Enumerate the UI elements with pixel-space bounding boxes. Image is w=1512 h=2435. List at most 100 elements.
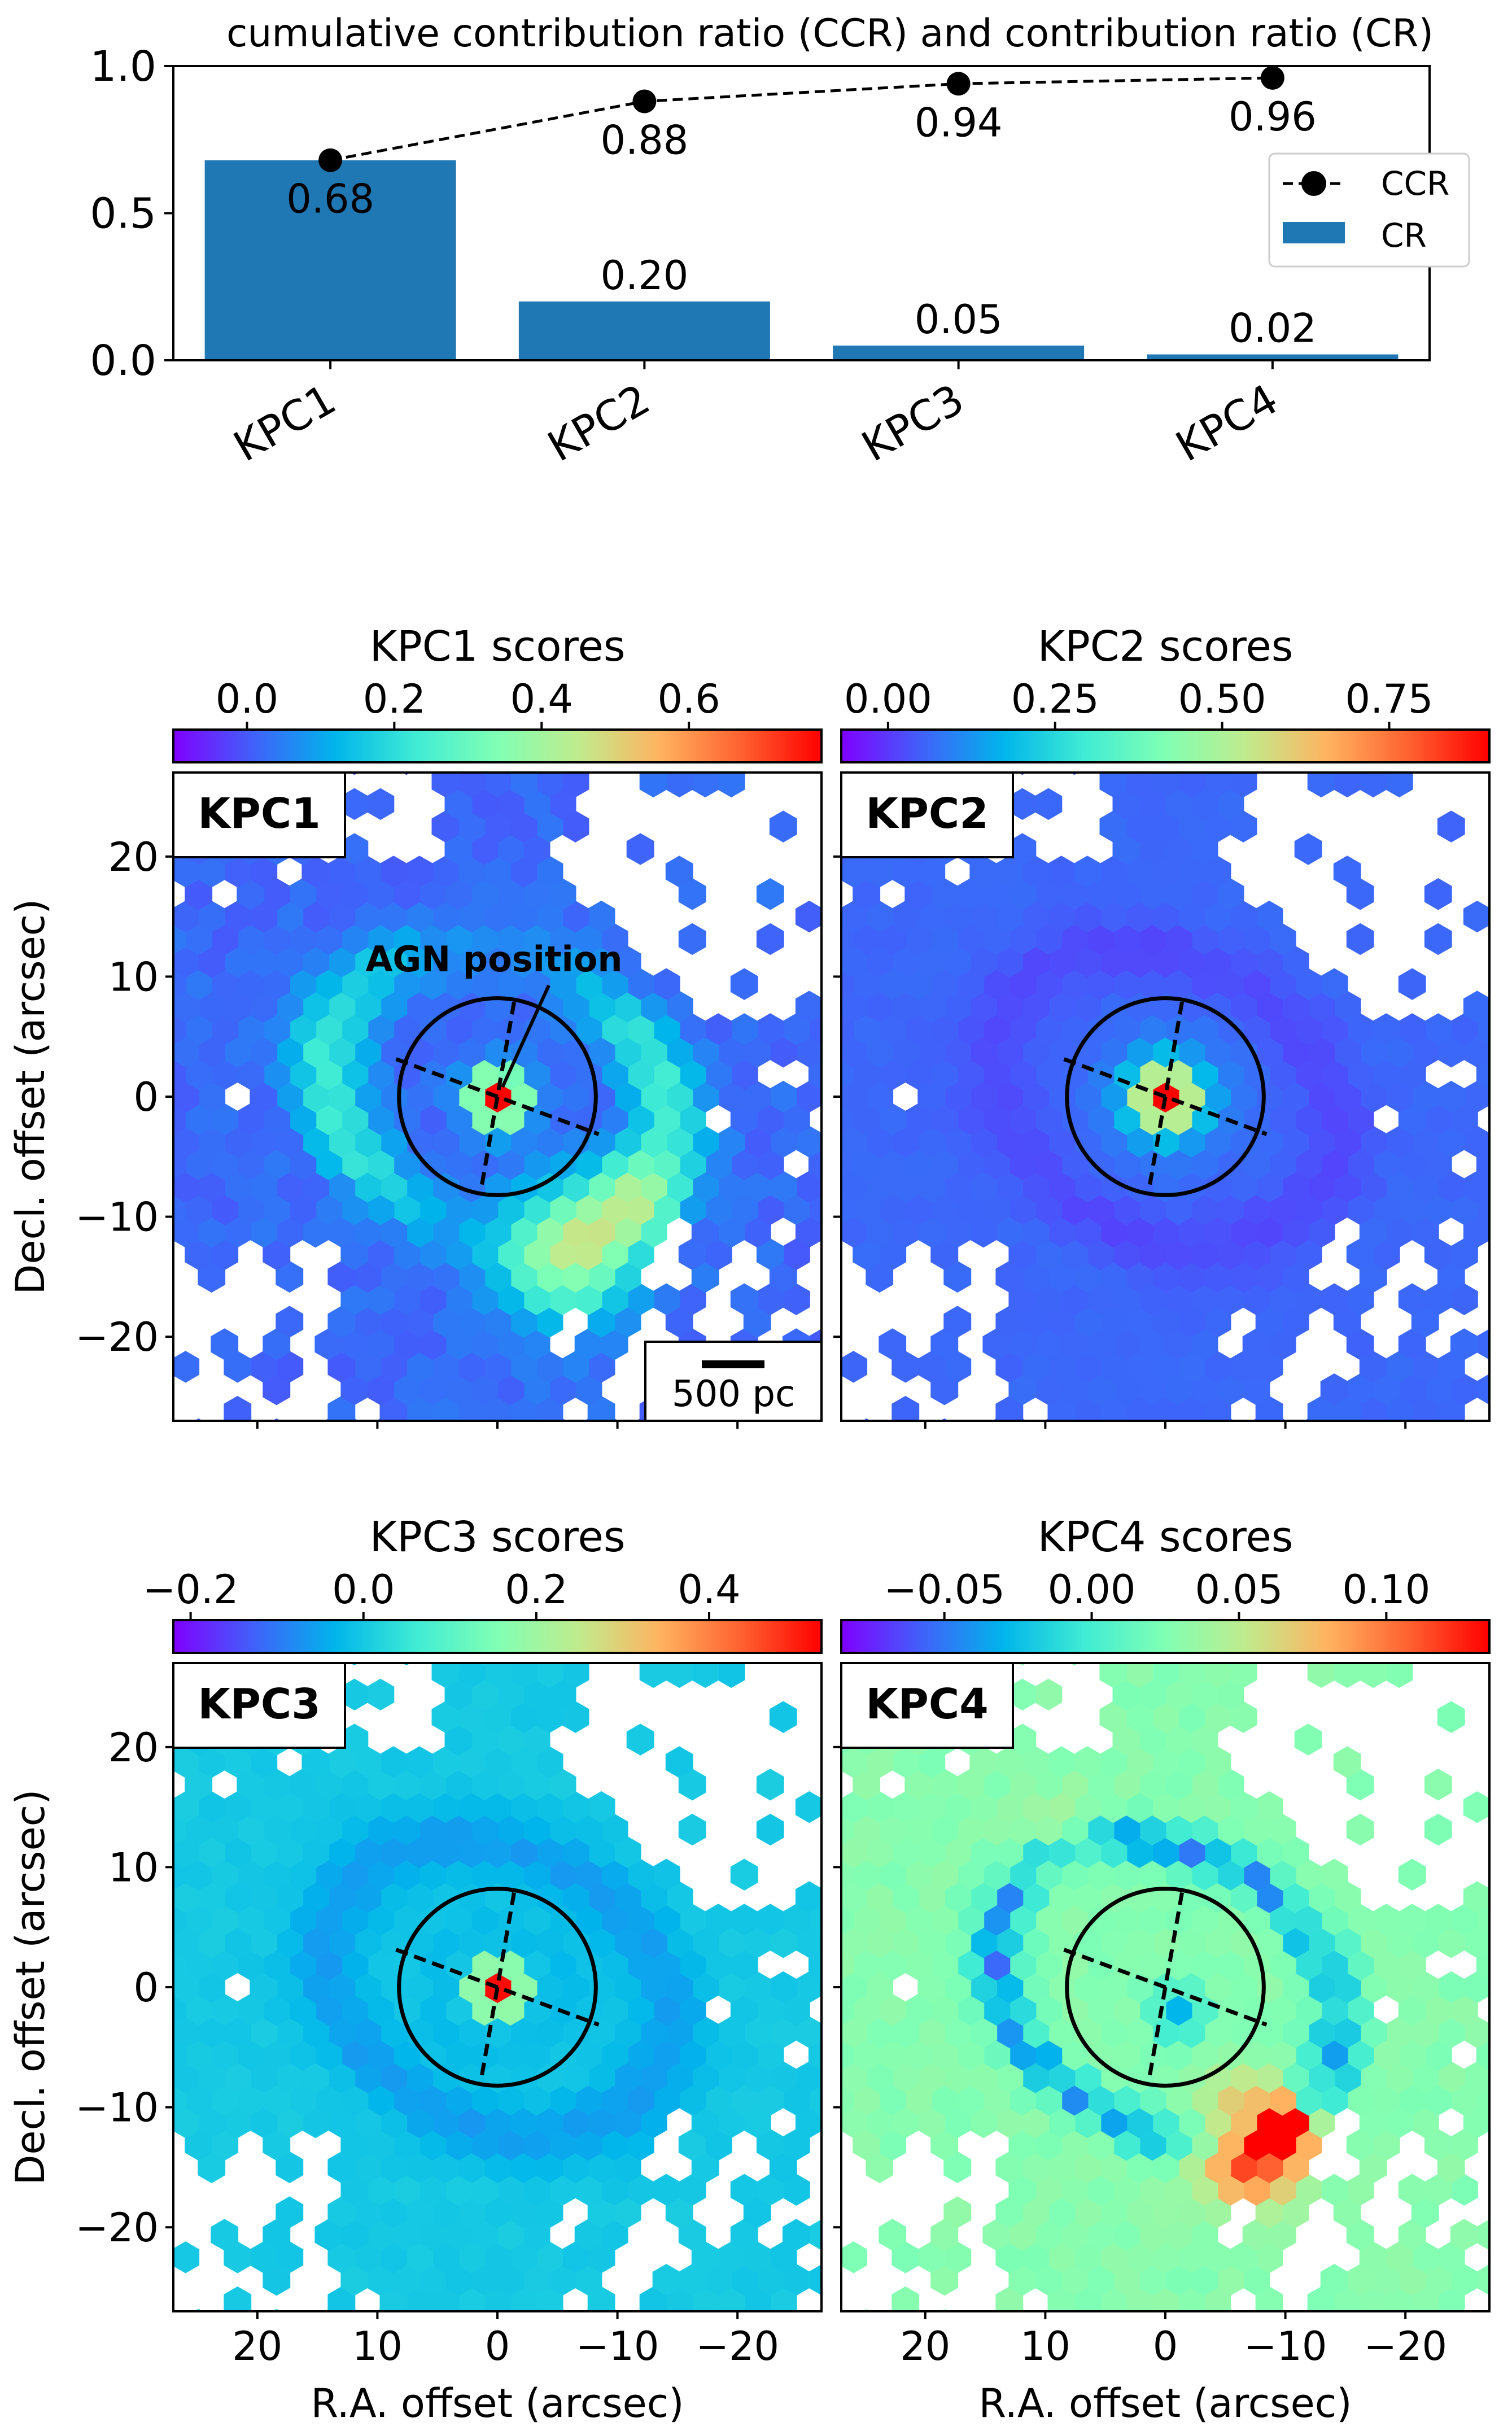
map-pixel (841, 1754, 842, 1770)
map-xtick-label: 0 (1153, 2323, 1178, 2369)
aperture-circle (1065, 996, 1266, 1197)
map-pixel (324, 1418, 333, 1421)
map-pixel (841, 1709, 842, 1725)
colorbar-tick-label: 0.10 (1342, 1566, 1430, 1613)
map-pixel (224, 1395, 252, 1421)
colorbar-kpc1 (172, 728, 823, 763)
map-xtick-label: −20 (1364, 2323, 1447, 2369)
colorbar-tick-label: 0.2 (363, 676, 426, 722)
map-pixel (428, 2309, 437, 2311)
map-pixel (1489, 1216, 1512, 1247)
map-pixel (665, 1746, 693, 1778)
map-pixel (1359, 773, 1387, 798)
map-pixel (1200, 2309, 1209, 2311)
map-pixel (366, 788, 395, 820)
map-ytick-label: −20 (75, 1314, 159, 1360)
map-pixel (402, 1418, 411, 1421)
map-pixel (454, 1418, 463, 1421)
map-pixel (1096, 2309, 1105, 2311)
map-pixel (1489, 2107, 1512, 2138)
map-pixel (1489, 1971, 1512, 2002)
map-pixel (841, 818, 842, 835)
map-pixel (1424, 1769, 1452, 1801)
map-pixel (276, 2196, 304, 2228)
map-pixel (1437, 1701, 1465, 1733)
map-pixel (1463, 1881, 1489, 1913)
map-pixel (1346, 1813, 1374, 1846)
map-pixel (795, 1881, 821, 1913)
minor-axis-line (1063, 1948, 1268, 2027)
legend-cr-label: CR (1381, 216, 1427, 255)
map-pixel (992, 1418, 1001, 1421)
ccr-label: 0.88 (600, 117, 688, 164)
map-pixel (782, 2219, 810, 2251)
map-ytick-label: 10 (108, 954, 159, 1000)
panel-kpc1: KPC1 scores 0.0 0.2 0.4 0.6 AGN position KP… (75, 622, 823, 1429)
map-pixel (879, 1328, 907, 1360)
map-pixel (1307, 773, 1335, 798)
map-pixel (626, 1723, 654, 1756)
colorbar-tick-label: 0.4 (510, 676, 573, 722)
aperture-circle (397, 1887, 598, 2088)
map-pixel (1034, 788, 1063, 820)
xlabel-left: R.A. offset (arcsec) (311, 2380, 684, 2427)
map-pixel (821, 2286, 849, 2318)
map-pixel (1489, 1306, 1512, 1337)
cr-bar-kpc1 (204, 160, 456, 360)
map-pixel (1398, 1858, 1426, 1891)
colorbar-title-kpc2: KPC2 scores (1038, 622, 1293, 671)
cr-bar-kpc4 (1147, 354, 1399, 360)
map-pixel (1320, 1373, 1348, 1406)
map-pixel (1320, 2264, 1348, 2296)
scale-bar-label: 500 pc (672, 1373, 795, 1415)
map-pixel (1489, 1927, 1512, 1958)
map-xtick-label: −10 (1244, 2323, 1327, 2369)
map-pixel (1333, 1746, 1361, 1778)
map-ytick-label: 0 (133, 1965, 159, 2011)
colorbar-tick-label: 0.50 (1178, 676, 1266, 722)
panel-label-box-kpc1: KPC1 (172, 771, 346, 858)
map-pixel (639, 773, 667, 798)
map-pixel (665, 856, 693, 888)
map-pixel (1489, 1081, 1512, 1112)
map-pixel (173, 1351, 200, 1383)
aperture-circle (397, 996, 598, 1197)
map-pixel (1489, 1396, 1512, 1427)
map-pixel (1424, 1813, 1452, 1846)
map-pixel (532, 1418, 541, 1421)
map-pixel (1304, 1418, 1313, 1421)
map-xtick-label: 0 (485, 2323, 510, 2369)
map-pixel (1463, 1791, 1489, 1823)
ccr-point-kpc4 (1260, 66, 1284, 90)
colorbar-title-kpc4: KPC4 scores (1038, 1513, 1293, 1561)
map-pixel (862, 2309, 871, 2311)
panel-kpc2: KPC2 scores 0.00 0.25 0.50 0.75 KPC2 (833, 622, 1512, 1429)
map-xtick-label: 10 (352, 2323, 403, 2369)
ccr-label: 0.94 (915, 99, 1003, 146)
map-xtick-label: 20 (900, 2323, 950, 2369)
map-pixel (717, 773, 745, 798)
map-pixel (350, 1418, 359, 1421)
colorbar-tick-label: −0.05 (884, 1566, 1005, 1613)
map-pixel (688, 1418, 697, 1421)
map-pixel (1330, 1418, 1339, 1421)
map-ytick-label: −20 (75, 2205, 159, 2251)
ccr-point-kpc3 (946, 72, 971, 96)
bar-ytick-label: 0.0 (90, 337, 156, 385)
map-pixel (1398, 2174, 1426, 2206)
map-pixel (428, 1418, 437, 1421)
colorbar-kpc3 (172, 1619, 823, 1654)
map-pixel (841, 2309, 845, 2311)
map-pixel (841, 1351, 868, 1383)
map-pixel (943, 1306, 972, 1338)
map-ytick-label: −10 (75, 1194, 159, 1241)
map-xtick-label: −20 (696, 2323, 779, 2369)
map-pixel (1294, 833, 1322, 865)
map-pixel (665, 1663, 693, 1688)
map-pixel (610, 1418, 619, 1421)
map-pixel (1034, 1678, 1063, 1710)
panel-label-box-kpc2: KPC2 (840, 771, 1014, 858)
map-pixel (740, 1418, 749, 1421)
map-pixel (769, 810, 797, 843)
map-pixel (1226, 2309, 1235, 2311)
